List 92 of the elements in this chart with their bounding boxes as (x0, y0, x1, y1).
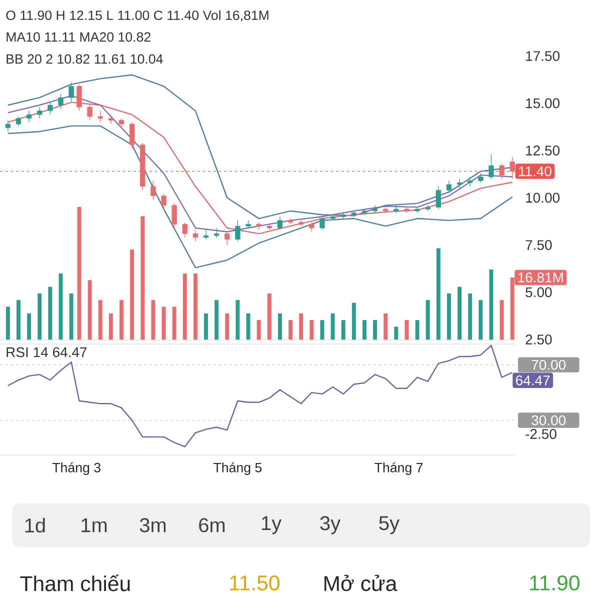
bar (310, 320, 314, 340)
bar (204, 313, 208, 340)
y-tick-label: 10.00 (526, 192, 560, 203)
y-tick-label: -2.50 (526, 429, 556, 439)
bar (98, 300, 102, 340)
bar (446, 293, 451, 340)
candlestick (372, 204, 378, 214)
bar (362, 320, 366, 340)
bar (415, 320, 420, 340)
candlestick (478, 172, 484, 183)
text: 3y (320, 516, 341, 534)
y-tick-label: 7.50 (526, 240, 552, 250)
bar (373, 320, 378, 340)
candlestick (499, 163, 504, 180)
candlestick (456, 178, 462, 189)
bar (352, 302, 356, 340)
candlestick (468, 176, 473, 187)
candlestick (203, 230, 209, 240)
candlestick (488, 154, 494, 180)
candlestick (108, 114, 114, 124)
candlestick (436, 186, 441, 210)
text: MA10 11.11 MA20 10.82 (6, 32, 150, 42)
bar (394, 326, 398, 340)
bar (193, 273, 198, 340)
bar (500, 300, 504, 340)
ref-line-label: 11.40 (519, 166, 552, 176)
candlestick (446, 180, 452, 192)
bar (172, 306, 176, 340)
bar (404, 320, 409, 340)
candlestick (118, 118, 124, 128)
candlestick (192, 230, 198, 242)
text: 1y (262, 516, 282, 534)
bar (320, 320, 324, 340)
y-tick-label: 5.00 (526, 287, 552, 298)
bar (130, 250, 134, 340)
x-tick-label: Tháng 5 (214, 462, 262, 475)
candlestick (277, 216, 283, 230)
candlestick (320, 216, 325, 230)
text: 3m (140, 518, 166, 532)
y-tick-label: 17.50 (526, 51, 560, 61)
bar (182, 273, 187, 340)
x-tick-label: Tháng 3 (52, 462, 100, 475)
text: Tham chiếu (20, 574, 130, 592)
bar (478, 300, 483, 340)
bar (288, 320, 292, 340)
candlestick (172, 203, 177, 228)
bar (108, 313, 113, 340)
text: 1m (82, 518, 107, 532)
y-tick-label: 2.50 (526, 334, 552, 344)
candlestick (235, 220, 240, 242)
bar (151, 300, 156, 340)
y-tick-label: 15.00 (526, 98, 560, 108)
data-label: 64.47 (516, 375, 550, 386)
bar (256, 320, 261, 340)
bar (225, 313, 230, 340)
text: 5y (379, 516, 400, 534)
candlestick (161, 194, 166, 210)
text: 1d (25, 518, 45, 533)
bar (458, 286, 462, 340)
y-tick-label: 70.00 (532, 360, 566, 370)
bar (214, 300, 219, 340)
bar (384, 313, 388, 340)
y-tick-label: 30.00 (532, 415, 566, 426)
bar (436, 248, 440, 340)
bar (88, 280, 92, 340)
candlestick (224, 231, 230, 246)
annotation: RSI 14 64.47 (6, 347, 87, 358)
candlestick (150, 180, 156, 200)
candlestick (98, 110, 103, 122)
bar (426, 300, 430, 340)
candlestick (129, 122, 135, 149)
text: 6m (199, 518, 225, 532)
annotation: BB 20 2 10.82 11.61 10.04 (6, 54, 163, 64)
bar (140, 216, 145, 340)
candlestick (214, 228, 220, 238)
annotation: 16.81M (518, 272, 563, 282)
bar (299, 313, 304, 340)
x-tick-label: Tháng 7 (374, 462, 423, 475)
bar (468, 293, 472, 340)
text: 11.90 (530, 575, 580, 591)
bar (341, 320, 346, 340)
bar (236, 300, 240, 340)
candlestick (362, 208, 368, 216)
text: O 11.90 H 12.15 L 11.00 C 11.40 Vol 16,81M (6, 10, 268, 22)
bar (278, 313, 282, 340)
bar (267, 293, 272, 340)
candlestick (510, 156, 515, 180)
candlestick (182, 222, 188, 238)
text: 11.50 (230, 575, 280, 591)
text: Mở cửa (324, 574, 398, 592)
bar (120, 300, 124, 340)
y-tick-label: 12.50 (526, 146, 560, 156)
